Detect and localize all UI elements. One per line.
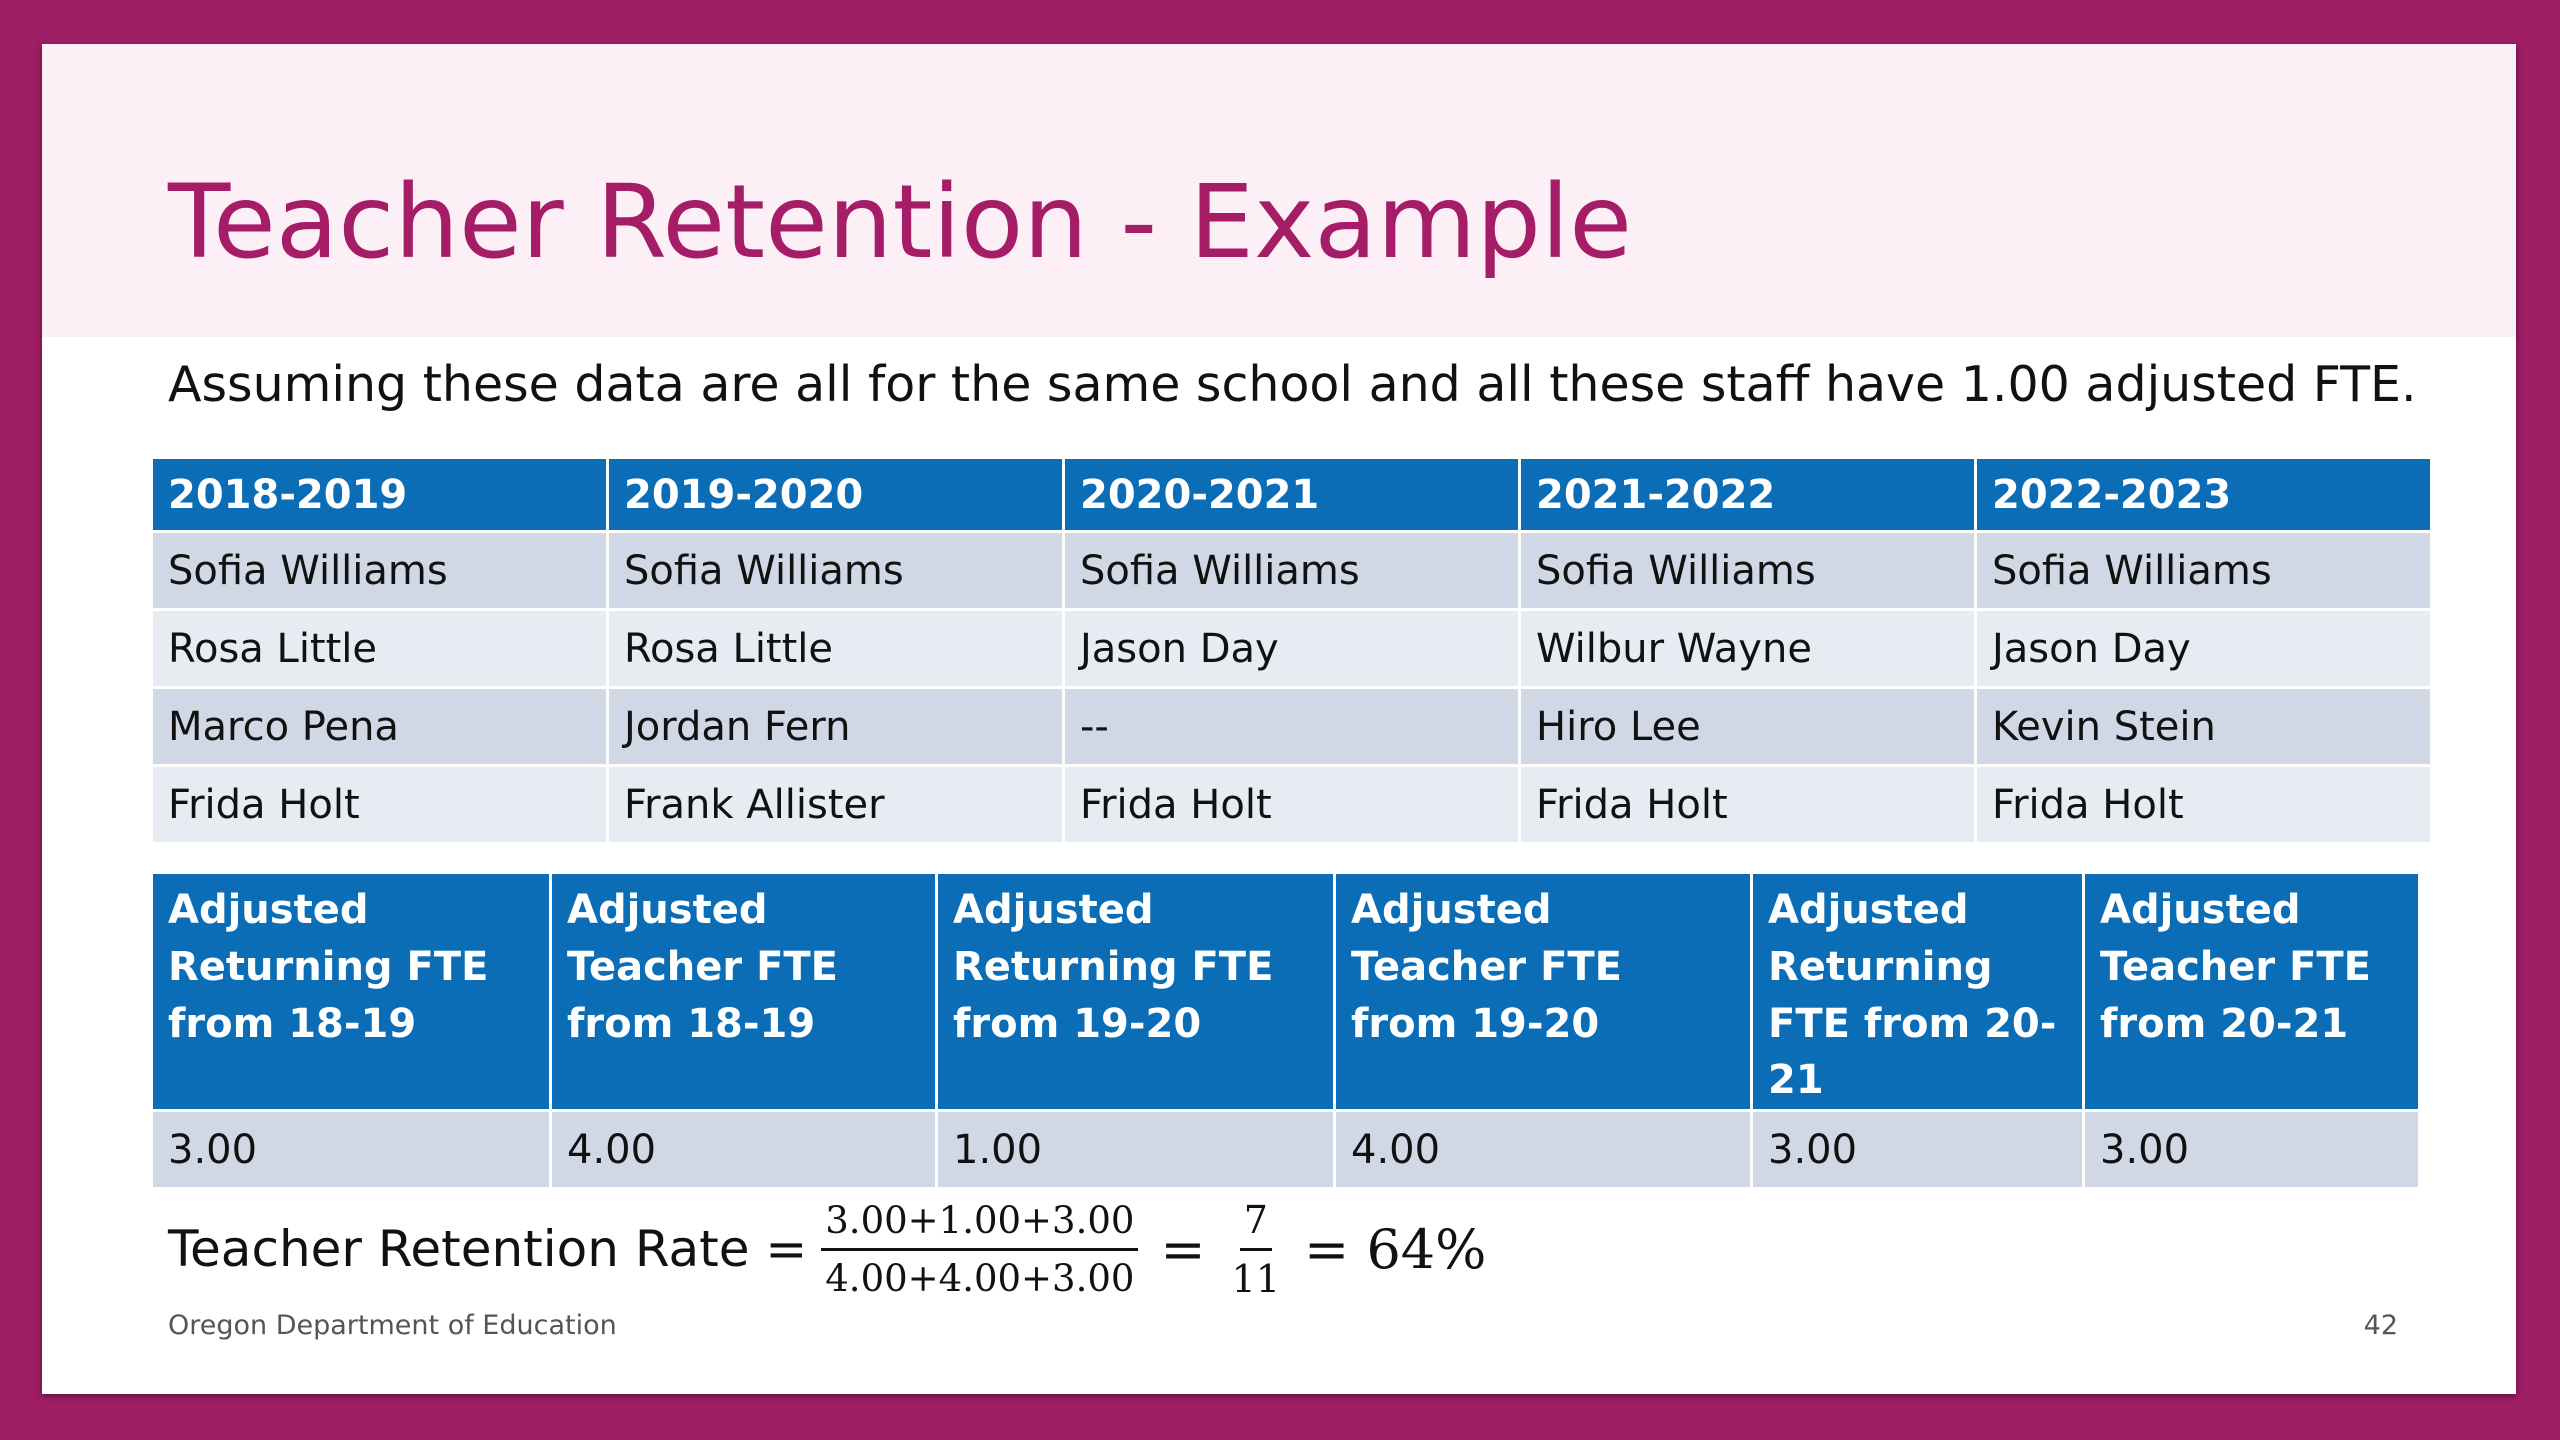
- table-cell: 3.00: [2085, 1112, 2418, 1188]
- table-cell: Hiro Lee: [1521, 689, 1974, 764]
- table-row: Marco Pena Jordan Fern -- Hiro Lee Kevin…: [153, 689, 2430, 764]
- slide: Teacher Retention - Example Assuming the…: [42, 44, 2516, 1394]
- formula-result: = 64%: [1304, 1217, 1487, 1281]
- table-row: Frida Holt Frank Allister Frida Holt Fri…: [153, 767, 2430, 842]
- table-cell: Frida Holt: [1065, 767, 1518, 842]
- table-cell: 3.00: [153, 1112, 549, 1188]
- fraction-denominator: 11: [1231, 1256, 1281, 1301]
- table-cell: Kevin Stein: [1977, 689, 2430, 764]
- table-cell: Frida Holt: [1977, 767, 2430, 842]
- table-cell: 1.00: [938, 1112, 1333, 1188]
- table-cell: Frida Holt: [153, 767, 606, 842]
- fte-table-header: Adjusted Returning FTE from 18-19: [153, 874, 549, 1110]
- fraction-full: 3.00+1.00+3.00 4.00+4.00+3.00: [821, 1199, 1139, 1300]
- fte-table-header: Adjusted Returning FTE from 19-20: [938, 874, 1333, 1110]
- table-row: Sofia Williams Sofia Williams Sofia Will…: [153, 533, 2430, 608]
- fte-table-header: Adjusted Teacher FTE from 18-19: [552, 874, 935, 1110]
- table-cell: Frida Holt: [1521, 767, 1974, 842]
- table-cell: 3.00: [1753, 1112, 2082, 1188]
- table-cell: Rosa Little: [609, 611, 1062, 686]
- fraction-numerator: 7: [1239, 1198, 1272, 1251]
- table-cell: --: [1065, 689, 1518, 764]
- table-cell: Sofia Williams: [1977, 533, 2430, 608]
- table-cell: Jason Day: [1977, 611, 2430, 686]
- slide-title: Teacher Retention - Example: [168, 163, 1633, 282]
- staff-table-header: 2020-2021: [1065, 459, 1518, 530]
- staff-table-header: 2019-2020: [609, 459, 1062, 530]
- fte-table-header: Adjusted Teacher FTE from 20-21: [2085, 874, 2418, 1110]
- table-cell: 4.00: [1336, 1112, 1750, 1188]
- table-cell: Jordan Fern: [609, 689, 1062, 764]
- retention-formula: Teacher Retention Rate = 3.00+1.00+3.00 …: [168, 1174, 1486, 1324]
- page-number: 42: [2363, 1310, 2398, 1341]
- table-cell: Frank Allister: [609, 767, 1062, 842]
- table-cell: Sofia Williams: [1521, 533, 1974, 608]
- table-cell: Marco Pena: [153, 689, 606, 764]
- fte-table-header: Adjusted Returning FTE from 20-21: [1753, 874, 2082, 1110]
- staff-table-header: 2018-2019: [153, 459, 606, 530]
- fraction-numerator: 3.00+1.00+3.00: [821, 1199, 1139, 1251]
- table-row: 3.00 4.00 1.00 4.00 3.00 3.00: [153, 1112, 2418, 1188]
- footer-organization: Oregon Department of Education: [168, 1310, 617, 1341]
- staff-table-header: 2021-2022: [1521, 459, 1974, 530]
- table-cell: Sofia Williams: [609, 533, 1062, 608]
- fraction-denominator: 4.00+4.00+3.00: [825, 1256, 1135, 1300]
- equals-sign: =: [1160, 1217, 1206, 1281]
- table-cell: Sofia Williams: [153, 533, 606, 608]
- fraction-simplified: 7 11: [1228, 1198, 1284, 1301]
- table-cell: Jason Day: [1065, 611, 1518, 686]
- table-cell: Rosa Little: [153, 611, 606, 686]
- fte-table: Adjusted Returning FTE from 18-19 Adjust…: [150, 871, 2421, 1190]
- staff-table: 2018-2019 2019-2020 2020-2021 2021-2022 …: [150, 456, 2433, 845]
- table-row: Rosa Little Rosa Little Jason Day Wilbur…: [153, 611, 2430, 686]
- title-band: [42, 44, 2516, 337]
- staff-table-header: 2022-2023: [1977, 459, 2430, 530]
- fte-table-header-row: Adjusted Returning FTE from 18-19 Adjust…: [153, 874, 2418, 1110]
- formula-label: Teacher Retention Rate =: [168, 1220, 808, 1278]
- staff-table-header-row: 2018-2019 2019-2020 2020-2021 2021-2022 …: [153, 459, 2430, 530]
- slide-subtitle: Assuming these data are all for the same…: [168, 356, 2417, 413]
- table-cell: Wilbur Wayne: [1521, 611, 1974, 686]
- table-cell: 4.00: [552, 1112, 935, 1188]
- fte-table-header: Adjusted Teacher FTE from 19-20: [1336, 874, 1750, 1110]
- table-cell: Sofia Williams: [1065, 533, 1518, 608]
